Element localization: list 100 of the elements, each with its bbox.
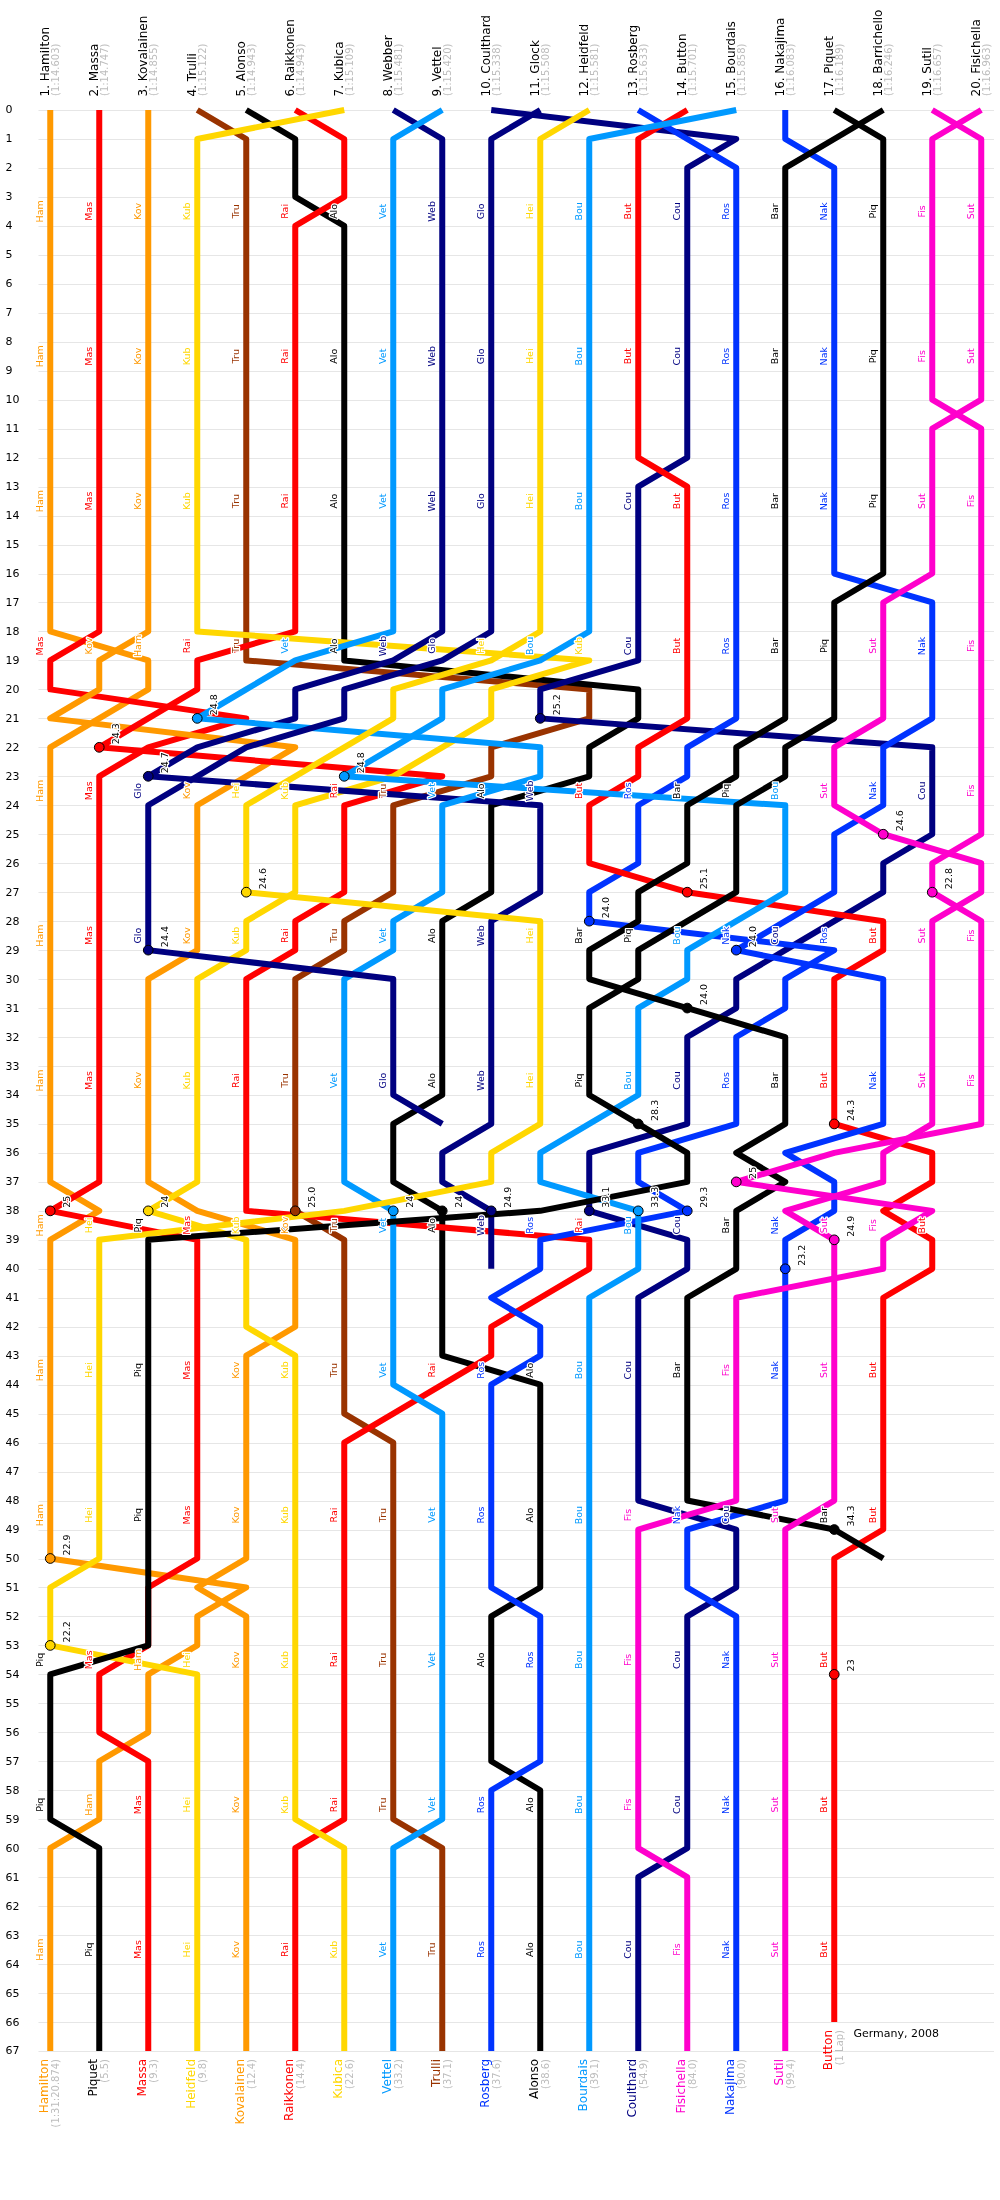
text: Fis xyxy=(916,350,928,363)
text: Alo xyxy=(524,1942,536,1958)
y-tick-label: 32 xyxy=(5,1030,20,1044)
text: Hei xyxy=(524,203,536,220)
y-tick-label: 49 xyxy=(5,1523,20,1537)
annotation: (39.1) xyxy=(589,2058,601,2090)
text: Hei xyxy=(181,1941,193,1958)
annotation: Massa xyxy=(135,2058,150,2097)
text: Rai xyxy=(279,203,291,219)
text: Bou xyxy=(573,1505,585,1525)
text: Bou xyxy=(573,1361,585,1380)
text: Nak xyxy=(916,636,928,656)
text: Kub xyxy=(279,1361,291,1380)
text: Kov xyxy=(132,1071,144,1090)
y-tick-label: 3 xyxy=(5,190,13,204)
annotation: (1:14.943) xyxy=(295,43,307,96)
text: Vet xyxy=(377,493,389,509)
text: Fis xyxy=(720,1364,732,1377)
text: Rai xyxy=(279,348,291,364)
text: Glo xyxy=(475,493,487,509)
y-tick-label: 0 xyxy=(5,103,13,117)
text: But xyxy=(622,203,634,220)
text: Bou xyxy=(524,636,536,656)
point xyxy=(583,1205,595,1217)
text: Ham xyxy=(34,1069,46,1092)
text: Piq xyxy=(867,494,879,509)
point xyxy=(191,713,203,724)
y-tick-label: 52 xyxy=(5,1609,20,1623)
text: Kub xyxy=(181,347,193,366)
annotation: (38.6) xyxy=(540,2058,552,2090)
annotation: 24.3 xyxy=(110,723,122,745)
text: Kov xyxy=(181,782,193,800)
y-tick-label: 53 xyxy=(5,1638,20,1652)
y-tick-label: 25 xyxy=(5,827,20,841)
text: Bar xyxy=(769,203,781,220)
annotation: 33.3 xyxy=(649,1186,661,1208)
annotation: 24 xyxy=(159,1195,171,1208)
y-tick-label: 56 xyxy=(5,1725,20,1739)
text: Hei xyxy=(181,1652,193,1668)
x-tick-label: 3. Kovalainen xyxy=(135,15,150,97)
annotation: (33.2) xyxy=(393,2058,405,2090)
annotation: 22.9 xyxy=(61,1534,73,1556)
y-tick-label: 51 xyxy=(5,1580,20,1594)
point xyxy=(44,1640,56,1651)
y-tick-label: 66 xyxy=(5,2015,20,2029)
text: Vet xyxy=(377,348,389,364)
y-tick-label: 41 xyxy=(5,1291,20,1305)
text: Cou xyxy=(671,1216,683,1235)
y-tick-label: 54 xyxy=(5,1667,20,1681)
text: Nak xyxy=(867,1071,879,1090)
x-tick-label: 2. Massa xyxy=(86,43,101,97)
text: Piq xyxy=(720,783,732,798)
y-tick-label: 45 xyxy=(5,1407,20,1421)
annotation: (1:16.189) xyxy=(834,43,846,96)
text: Rai xyxy=(328,1652,340,1668)
y-tick-label: 31 xyxy=(5,1001,20,1015)
point xyxy=(681,1205,693,1217)
text: Kub xyxy=(181,202,193,221)
text: Nak xyxy=(671,1505,683,1525)
text: Alo xyxy=(328,638,340,654)
text: Sut xyxy=(916,927,928,944)
x-tick-label: 4. Trulli xyxy=(184,53,199,97)
text: Web xyxy=(426,201,438,222)
annotation: 25.1 xyxy=(698,868,710,890)
text: Hei xyxy=(83,1217,95,1234)
text: Tru xyxy=(377,1797,389,1812)
text: But xyxy=(867,1362,879,1379)
y-tick-label: 30 xyxy=(5,972,20,986)
text: Vet xyxy=(426,1507,438,1523)
text: Hei xyxy=(524,927,536,944)
y-tick-label: 36 xyxy=(5,1146,20,1160)
x-tick-label: 20. Fisichella xyxy=(968,19,983,97)
y-tick-label: 28 xyxy=(5,914,20,928)
text: Alo xyxy=(426,1073,438,1088)
y-tick-label: 65 xyxy=(5,1986,20,2000)
text: But xyxy=(818,1651,830,1669)
text: Hei xyxy=(524,493,536,509)
text: Ham xyxy=(34,1359,46,1382)
text: Mas xyxy=(34,636,46,656)
annotation: 24.9 xyxy=(845,1215,857,1237)
text: Nak xyxy=(720,1650,732,1670)
y-tick-label: 21 xyxy=(5,711,20,725)
annotation: 25 xyxy=(747,1166,759,1179)
annotation: Kubica xyxy=(331,2058,346,2099)
text: Web xyxy=(524,780,536,802)
x-tick-label: 17. Piquet xyxy=(821,35,836,97)
text: Hei xyxy=(475,638,487,654)
annotation: 24.7 xyxy=(159,752,171,774)
annotation: (1:15.109) xyxy=(344,43,356,96)
text: But xyxy=(671,637,683,655)
x-tick-label: 10. Coulthard xyxy=(478,15,493,97)
point xyxy=(338,770,350,782)
text: Ros xyxy=(622,782,634,800)
text: Ham xyxy=(34,1214,46,1237)
text: Ros xyxy=(720,637,732,655)
text: Glo xyxy=(132,927,144,944)
text: Alo xyxy=(328,493,340,509)
y-tick-label: 35 xyxy=(5,1117,20,1131)
text: Hei xyxy=(181,1796,193,1813)
text: Ham xyxy=(34,200,46,223)
